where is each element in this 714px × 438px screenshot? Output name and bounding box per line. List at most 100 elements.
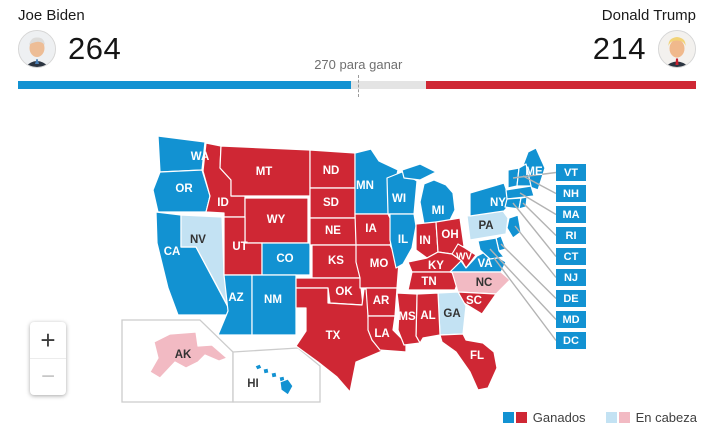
state-label-TX: TX — [326, 330, 341, 342]
small-state-label-RI: RI — [566, 230, 577, 242]
callout-line-RI — [522, 202, 557, 236]
callout-line-NH — [522, 175, 557, 195]
state-TX[interactable] — [295, 287, 383, 393]
state-label-NM: NM — [264, 294, 282, 306]
callout-line-CT — [512, 202, 557, 257]
state-label-IL: IL — [398, 234, 408, 246]
state-NM[interactable] — [251, 274, 297, 336]
state-label-NC: NC — [476, 277, 493, 289]
state-label-MO: MO — [370, 258, 389, 270]
small-state-box-VT[interactable] — [556, 164, 586, 181]
state-label-NY: NY — [490, 197, 506, 209]
small-state-label-VT: VT — [564, 167, 578, 179]
state-MS[interactable] — [396, 292, 421, 346]
small-state-box-NH[interactable] — [556, 185, 586, 202]
small-state-label-DC: DC — [563, 335, 579, 347]
state-LA[interactable] — [367, 315, 407, 353]
legend-lead-dem-swatch — [605, 412, 617, 423]
map-zoom-control: + − — [30, 322, 66, 395]
state-label-GA: GA — [443, 308, 460, 320]
small-state-label-NJ: NJ — [564, 272, 578, 284]
state-label-WY: WY — [267, 214, 286, 226]
state-label-MI: MI — [432, 205, 445, 217]
small-state-box-NJ[interactable] — [556, 269, 586, 286]
state-label-WA: WA — [191, 151, 210, 163]
state-label-OH: OH — [441, 229, 458, 241]
trump-votes: 214 — [592, 31, 646, 66]
electoral-bar: 270 para ganar — [18, 57, 696, 97]
legend-won-rep-swatch — [515, 412, 527, 423]
state-label-CA: CA — [164, 246, 181, 258]
state-label-KS: KS — [328, 255, 344, 267]
zoom-in-button[interactable]: + — [40, 324, 56, 355]
state-label-AL: AL — [420, 310, 435, 322]
state-label-HI: HI — [247, 378, 259, 390]
state-NC[interactable] — [451, 271, 511, 295]
state-WI[interactable] — [386, 171, 418, 215]
candidate-name-trump: Donald Trump — [601, 7, 696, 24]
candidate-name-biden: Joe Biden — [18, 7, 85, 24]
state-label-FL: FL — [470, 350, 484, 362]
state-AZ[interactable] — [217, 274, 253, 336]
small-state-label-MA: MA — [562, 209, 579, 221]
state-label-VA: VA — [477, 258, 492, 270]
small-state-box-MA[interactable] — [556, 206, 586, 223]
small-state-box-CT[interactable] — [556, 248, 586, 265]
state-label-WI: WI — [392, 193, 406, 205]
state-label-OR: OR — [175, 183, 193, 195]
small-state-box-DE[interactable] — [556, 290, 586, 307]
state-IL[interactable] — [389, 213, 417, 269]
state-AK[interactable] — [149, 331, 228, 379]
state-label-PA: PA — [478, 220, 493, 232]
small-state-label-MD: MD — [562, 314, 579, 326]
state-label-IA: IA — [365, 223, 377, 235]
legend-lead-label: En cabeza — [635, 410, 697, 425]
small-state-box-DC[interactable] — [556, 332, 586, 349]
state-label-ND: ND — [323, 165, 340, 177]
state-HI2[interactable] — [262, 367, 270, 375]
callout-line-MD — [489, 248, 557, 320]
small-state-label-CT: CT — [564, 251, 579, 263]
state-FL[interactable] — [439, 333, 498, 391]
state-CO[interactable] — [261, 242, 311, 276]
threshold-label: 270 para ganar — [314, 57, 403, 72]
state-HI1[interactable] — [254, 363, 263, 371]
state-label-SC: SC — [466, 295, 482, 307]
legend-won-dem-swatch — [502, 412, 514, 423]
state-label-SD: SD — [323, 197, 339, 209]
small-state-label-NH: NH — [563, 188, 579, 200]
state-label-ID: ID — [217, 197, 229, 209]
small-state-box-RI[interactable] — [556, 227, 586, 244]
small-state-box-MD[interactable] — [556, 311, 586, 328]
callout-line-VT — [512, 171, 557, 179]
legend-won-label: Ganados — [532, 410, 586, 425]
biden-votes: 264 — [68, 31, 122, 66]
state-label-OK: OK — [335, 286, 353, 298]
state-label-UT: UT — [232, 241, 247, 253]
biden-avatar — [18, 30, 56, 68]
state-label-AZ: AZ — [228, 292, 243, 304]
state-HI3[interactable] — [270, 371, 278, 379]
state-label-NV: NV — [190, 234, 206, 246]
state-label-ME: ME — [525, 166, 543, 178]
state-label-MS: MS — [398, 311, 416, 323]
state-label-LA: LA — [374, 328, 389, 340]
state-label-NE: NE — [325, 225, 341, 237]
state-label-TN: TN — [421, 276, 436, 288]
state-MDm[interactable] — [477, 237, 505, 260]
state-WV[interactable] — [451, 243, 477, 269]
legend-lead-rep-swatch — [618, 412, 630, 423]
state-label-MT: MT — [256, 166, 273, 178]
state-HI5[interactable] — [279, 378, 294, 396]
callout-line-DC — [493, 257, 557, 341]
state-MIUP[interactable] — [401, 163, 437, 181]
zoom-out-button[interactable]: − — [30, 358, 66, 395]
state-MAm[interactable] — [505, 185, 535, 200]
small-state-label-DE: DE — [563, 293, 578, 305]
state-label-WV: WV — [456, 252, 472, 263]
state-NJm[interactable] — [506, 214, 522, 239]
state-label-KY: KY — [428, 260, 444, 272]
state-MI[interactable] — [419, 179, 456, 225]
state-label-CO: CO — [276, 253, 293, 265]
